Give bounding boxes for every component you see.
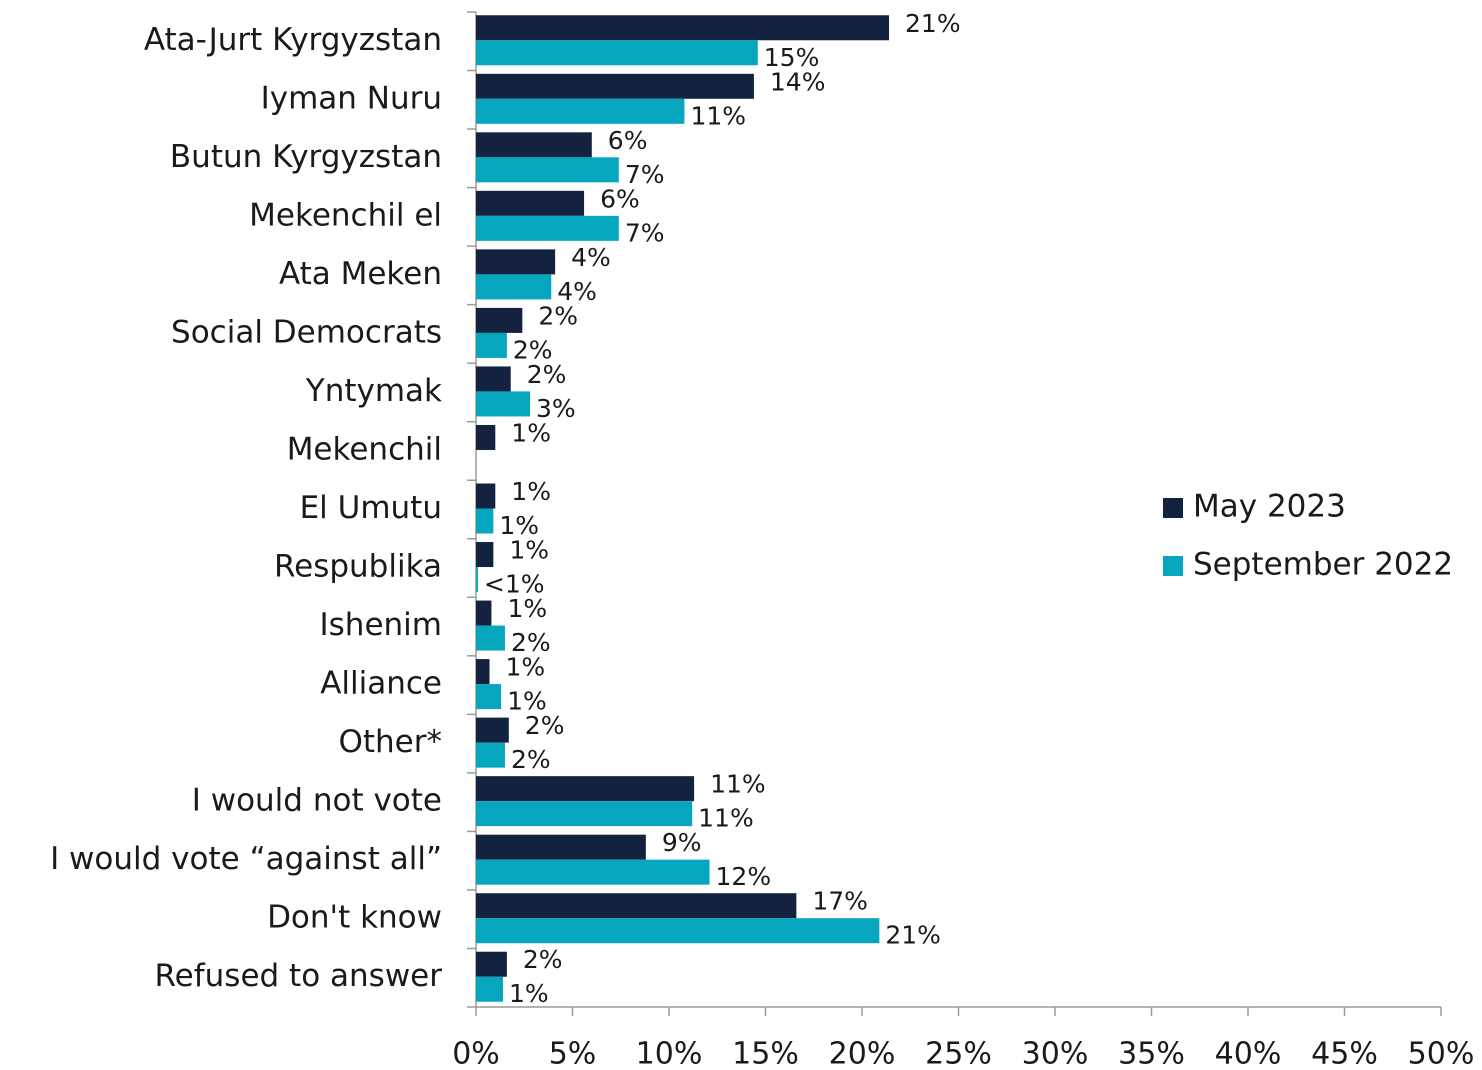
value-label: 11% [710,770,766,799]
bar [476,893,797,919]
value-label: 14% [770,67,826,96]
bar [476,424,496,450]
value-label: 3% [536,394,576,423]
x-tick-label: 0% [452,1037,500,1070]
category-label: Butun Kyrgyzstan [170,139,442,175]
value-label: 21% [885,921,941,950]
value-label: 2% [538,301,578,330]
value-label: 7% [625,218,665,247]
x-tick-label: 15% [732,1037,799,1070]
bar [476,249,556,275]
bar [476,742,505,768]
value-label: 1% [507,687,547,716]
category-label: Alliance [320,666,442,702]
bar [476,483,496,509]
x-tick-label: 10% [636,1037,703,1070]
x-tick-label: 25% [925,1037,992,1070]
value-label: 4% [571,243,611,272]
legend-label: September 2022 [1193,547,1453,583]
value-label: 1% [499,511,539,540]
value-label: 2% [527,360,567,389]
category-label: Other* [338,724,442,760]
x-tick-label: 5% [549,1037,597,1070]
value-label: 7% [625,160,665,189]
value-label: 21% [905,9,961,38]
bar [476,859,710,885]
value-label: 6% [600,184,640,213]
bar [476,157,619,183]
category-label: Refused to answer [155,958,443,994]
bar [476,307,523,333]
bar [476,332,507,358]
bar [476,951,507,977]
bar [476,215,619,241]
value-label: 1% [511,477,551,506]
value-label: 2% [513,335,553,364]
bar [476,98,685,124]
bar [476,976,504,1002]
category-label: Respublika [274,549,442,585]
legend-swatch [1163,556,1183,576]
bar [476,625,505,651]
value-label: 15% [764,43,820,72]
value-label: 9% [662,828,702,857]
bar [476,391,531,417]
x-tick-label: 30% [1022,1037,1089,1070]
value-label: <1% [484,570,545,599]
value-label: 4% [557,277,597,306]
bar [476,834,646,860]
category-label: Ata-Jurt Kyrgyzstan [144,22,442,58]
x-tick-label: 35% [1118,1037,1185,1070]
bar [476,366,511,392]
bar [476,801,693,827]
value-label: 17% [812,887,868,916]
value-label: 12% [716,862,772,891]
value-label: 11% [690,101,746,130]
value-label: 11% [698,804,754,833]
bar [476,918,880,944]
value-label: 1% [507,594,547,623]
bar [476,190,585,216]
value-label: 1% [511,418,551,447]
category-label: Mekenchil el [249,197,442,233]
bar [476,600,492,626]
value-label: 2% [525,711,565,740]
bar [476,717,509,743]
bar [476,508,494,534]
category-label: Iyman Nuru [261,80,442,116]
bar [476,73,754,99]
category-label: Mekenchil [287,431,442,467]
value-label: 1% [509,979,549,1008]
value-label: 2% [523,945,563,974]
value-label: 2% [511,745,551,774]
value-label: 1% [506,653,546,682]
value-label: 2% [511,628,551,657]
x-tick-label: 20% [829,1037,896,1070]
value-label: 6% [608,126,648,155]
bar [476,684,502,710]
bar [476,40,758,66]
category-label: Ata Meken [279,256,442,292]
category-label: I would vote “against all” [50,841,442,877]
value-label: 1% [509,536,549,565]
category-label: Don't know [267,900,442,936]
bar [476,542,494,568]
bar [476,567,478,593]
x-tick-label: 45% [1311,1037,1378,1070]
bar [476,659,490,685]
category-label: El Umutu [300,490,442,526]
x-tick-label: 40% [1215,1037,1282,1070]
bar [476,15,890,41]
bar [476,274,552,300]
x-tick-label: 50% [1408,1037,1475,1070]
legend-swatch [1163,498,1183,518]
category-label: Ishenim [320,607,442,643]
category-label: Social Democrats [171,314,442,350]
legend-label: May 2023 [1193,489,1346,525]
bar [476,132,592,158]
bar [476,776,695,802]
category-label: I would not vote [192,783,442,819]
category-label: Yntymak [305,373,442,409]
